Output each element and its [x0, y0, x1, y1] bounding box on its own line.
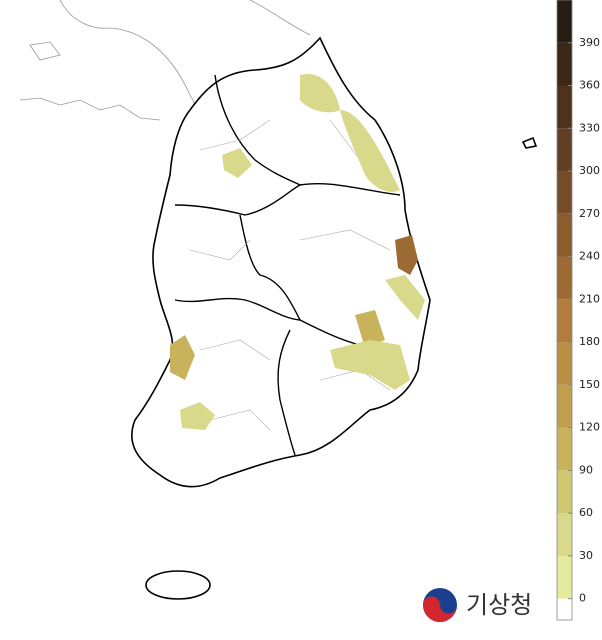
colorbar-bin	[557, 128, 572, 172]
colorbar-bin	[557, 384, 572, 428]
east-island	[521, 136, 538, 149]
colorbar-bin	[557, 42, 572, 86]
colorbar-bin	[557, 513, 572, 556]
colorbar-tick-label: 390	[579, 36, 600, 49]
colorbar-bin	[557, 171, 572, 214]
jeju	[145, 570, 211, 600]
colorbar-tick-label: 150	[579, 378, 600, 391]
colorbar-tick-label: 180	[579, 335, 600, 348]
colorbar-bin	[557, 256, 572, 300]
logo-text: 기상청	[466, 591, 532, 619]
colorbar-bin	[557, 85, 572, 129]
colorbar-tick-label: 60	[579, 506, 593, 519]
colorbar-bin	[557, 470, 572, 514]
colorbar-frame	[556, 0, 573, 621]
rain-areas	[170, 74, 425, 430]
colorbar-bin	[557, 0, 572, 43]
colorbar-tick-label: 360	[579, 79, 600, 92]
colorbar-bin	[557, 299, 572, 343]
colorbar-tick-label: 210	[579, 292, 600, 305]
colorbar-tick-label: 30	[579, 549, 593, 562]
mainland	[131, 36, 431, 488]
colorbar-bin	[557, 213, 572, 257]
south-korea	[131, 36, 538, 600]
colorbar-tick-label: 120	[579, 421, 600, 434]
colorbar-tick-label: 240	[579, 250, 600, 263]
colorbar-tick-label: 90	[579, 463, 593, 476]
colorbar-tick-label: 270	[579, 207, 600, 220]
colorbar-tick-label: 0	[579, 592, 586, 605]
colorbar-bin	[557, 342, 572, 385]
colorbar-bin	[557, 555, 572, 599]
logo: 기상청	[423, 588, 532, 622]
colorbar-bin	[557, 427, 572, 471]
colorbar-bin	[557, 598, 572, 620]
colorbar-tick-label: 330	[579, 121, 600, 134]
colorbar-tick-label: 300	[579, 164, 600, 177]
